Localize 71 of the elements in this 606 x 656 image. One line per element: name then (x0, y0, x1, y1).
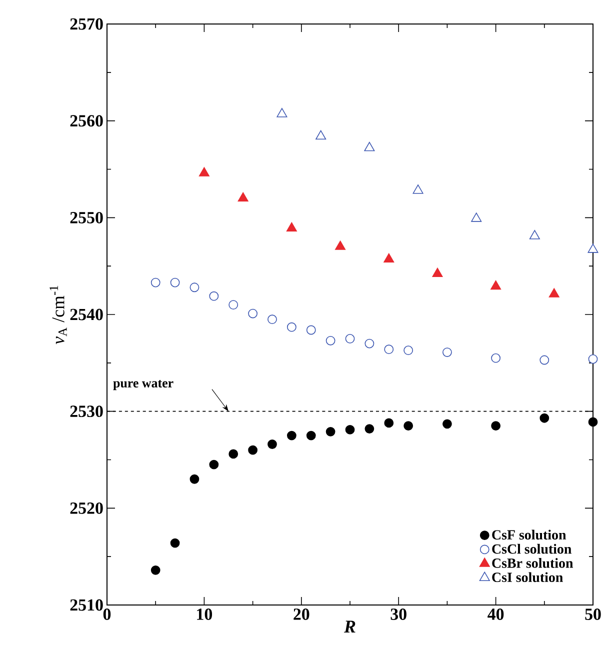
point (548, 288, 560, 298)
x-axis-title: R (344, 620, 356, 633)
point (306, 325, 316, 335)
point (268, 314, 277, 324)
legend-label: CsI solution (492, 572, 563, 582)
point (384, 418, 394, 428)
point (170, 278, 180, 288)
point (490, 280, 502, 290)
point (491, 353, 500, 363)
point (345, 425, 355, 434)
point (588, 354, 598, 364)
point (268, 440, 277, 449)
y-tick-label: 2510 (70, 599, 103, 611)
point (190, 474, 200, 484)
point (412, 184, 424, 194)
point (286, 222, 297, 232)
point (588, 417, 598, 427)
y-axis-title: ν$_{A}$ /cm$^{-1}$ (50, 286, 67, 344)
point (248, 445, 258, 455)
x-tick-label: 20 (294, 608, 310, 620)
point (276, 108, 288, 118)
y-tick-label: 2560 (70, 115, 103, 127)
point (170, 538, 180, 548)
y-tick-label: 2520 (70, 502, 103, 514)
x-tick-label: 40 (488, 608, 504, 620)
y-tick-label: 2540 (70, 308, 103, 320)
point (471, 212, 482, 222)
point (540, 413, 550, 423)
y-tick-label: 2550 (70, 212, 103, 224)
point (286, 430, 296, 440)
point (335, 240, 346, 250)
legend-label: CsCl solution (492, 544, 572, 554)
point (384, 344, 394, 354)
point (238, 192, 248, 202)
point (198, 167, 210, 176)
point (442, 419, 452, 429)
point (209, 460, 219, 470)
point (306, 430, 316, 440)
point (432, 268, 443, 278)
point (384, 253, 394, 263)
point (209, 291, 219, 301)
point (364, 142, 375, 152)
point (326, 336, 336, 346)
point (588, 244, 598, 253)
point (228, 300, 238, 310)
point (345, 334, 355, 344)
x-tick-label: 30 (390, 608, 406, 620)
point (364, 338, 374, 348)
y-tick-label: 2570 (70, 18, 103, 30)
legend-label: CsF solution (492, 530, 566, 540)
point (190, 282, 200, 292)
point (228, 449, 238, 459)
point (316, 130, 326, 140)
point (326, 426, 336, 436)
point (529, 230, 540, 240)
y-tick-label: 2530 (70, 406, 103, 418)
point (404, 421, 414, 431)
point (150, 278, 160, 288)
x-tick-label: 10 (197, 608, 212, 620)
x-tick-label: 0 (103, 608, 111, 620)
point (286, 322, 296, 332)
point (540, 355, 550, 365)
point (404, 346, 414, 356)
ref-line-label: pure water (113, 380, 174, 390)
legend-label: CsBr solution (492, 558, 574, 568)
x-tick-label: 50 (585, 608, 601, 620)
point (442, 348, 452, 357)
point (248, 308, 258, 318)
point (150, 565, 160, 575)
point (364, 424, 374, 434)
point (491, 421, 500, 431)
